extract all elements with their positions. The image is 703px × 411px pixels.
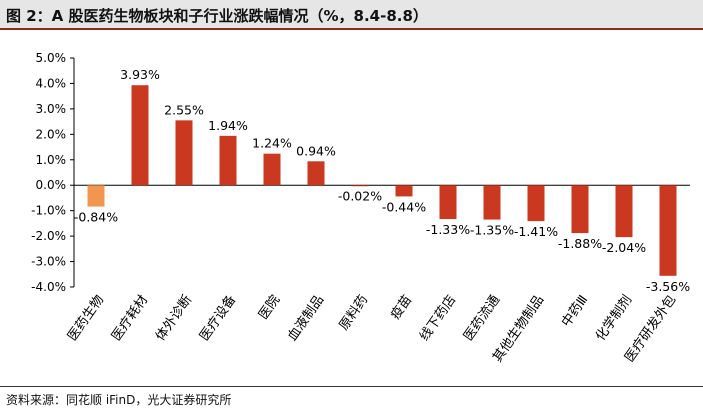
bar — [483, 185, 501, 220]
y-tick-label: -3.0% — [31, 255, 66, 269]
y-tick-label: 3.0% — [36, 102, 67, 116]
data-label: 0.94% — [296, 143, 336, 158]
category-label: 医药生物 — [65, 293, 107, 344]
y-tick-label: 2.0% — [36, 127, 67, 141]
chart-title: 图 2：A 股医药生物板块和子行业涨跌幅情况（%，8.4-8.8） — [6, 7, 428, 25]
data-label: -0.44% — [382, 199, 426, 214]
bars — [87, 85, 677, 276]
data-label: -1.35% — [470, 223, 514, 238]
category-labels: 医药生物 医疗耗材 体外诊断 医疗设备 医院 血液制品 原料药 疫苗 线下药店 医药流通其他生物制… — [65, 292, 679, 365]
data-label: 2.55% — [164, 102, 204, 117]
bar — [307, 161, 325, 186]
bar — [175, 120, 193, 186]
bar — [351, 185, 369, 187]
category-label: 中药Ⅲ — [559, 293, 591, 330]
data-label: -1.33% — [426, 222, 470, 237]
bar — [439, 185, 457, 220]
data-labels: -0.84% 3.93% 2.55% 1.94% 1.24% 0.94% -0.02%-0.… — [74, 67, 690, 294]
category-label: 原料药 — [337, 293, 372, 334]
bar — [527, 185, 545, 222]
category-label: 血液制品 — [285, 293, 327, 344]
bar — [131, 85, 149, 186]
bar — [571, 185, 589, 234]
category-label: 体外诊断 — [153, 293, 195, 344]
y-tick-label: -1.0% — [31, 204, 66, 218]
category-label: 医院 — [256, 293, 283, 323]
y-tick-label: 4.0% — [36, 76, 67, 90]
y-tick-label: 0.0% — [36, 178, 67, 192]
bar — [615, 185, 633, 238]
data-label: -2.04% — [602, 240, 646, 255]
bar — [659, 185, 677, 276]
data-label: -0.84% — [74, 210, 118, 225]
data-label: -3.56% — [646, 279, 690, 294]
source-bar: 资料来源：同花顺 iFinD，光大证券研究所 — [0, 386, 703, 411]
title-bar: 图 2：A 股医药生物板块和子行业涨跌幅情况（%，8.4-8.8） — [0, 0, 703, 30]
category-label: 医药流通 — [461, 293, 503, 344]
bar — [219, 135, 237, 186]
category-label: 医疗设备 — [196, 292, 239, 344]
data-label: -1.88% — [558, 236, 602, 251]
y-tick-label: 5.0% — [36, 51, 67, 65]
source-note: 资料来源：同花顺 iFinD，光大证券研究所 — [6, 393, 232, 407]
y-tick-label: -2.0% — [31, 229, 66, 243]
category-label: 化学制剂 — [592, 292, 635, 344]
bar — [395, 185, 413, 197]
data-label: 1.24% — [252, 136, 292, 151]
category-label: 医疗耗材 — [109, 293, 151, 344]
data-label: -0.02% — [338, 189, 382, 204]
y-tick-label: 1.0% — [36, 153, 67, 167]
data-label: 1.94% — [208, 118, 248, 133]
bar — [87, 185, 105, 207]
data-label: 3.93% — [120, 67, 160, 82]
y-axis: 5.0%4.0%3.0%2.0%1.0%0.0%-1.0%-2.0%-3.0%-… — [31, 51, 690, 294]
category-label: 疫苗 — [387, 292, 415, 322]
category-label: 线下药店 — [417, 293, 459, 344]
bar — [263, 153, 281, 186]
y-tick-label: -4.0% — [31, 280, 66, 294]
bar-chart: 5.0%4.0%3.0%2.0%1.0%0.0%-1.0%-2.0%-3.0%-… — [31, 51, 690, 365]
data-label: -1.41% — [514, 224, 558, 239]
chart-area: 5.0% 4.0% 3.0% 2.0% 1.0% 0.0% -1.0% -2.0% -3.0% -… — [0, 30, 703, 386]
